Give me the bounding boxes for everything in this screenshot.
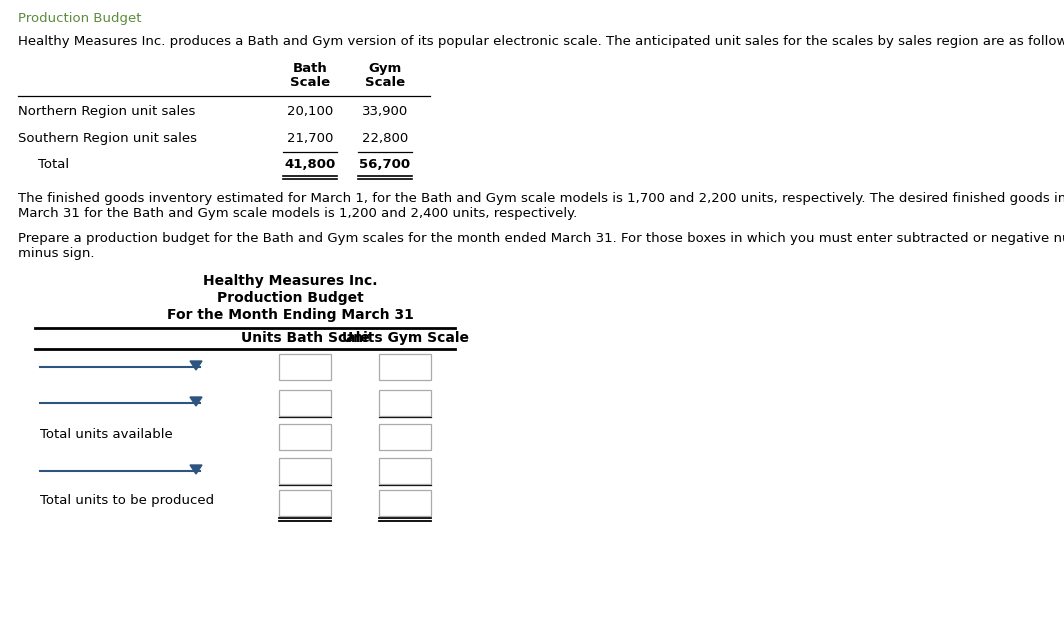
Text: Healthy Measures Inc. produces a Bath and Gym version of its popular electronic : Healthy Measures Inc. produces a Bath an…: [18, 35, 1064, 48]
FancyBboxPatch shape: [279, 390, 331, 416]
Text: minus sign.: minus sign.: [18, 247, 95, 260]
Text: Southern Region unit sales: Southern Region unit sales: [18, 132, 197, 145]
FancyBboxPatch shape: [379, 424, 431, 450]
FancyBboxPatch shape: [279, 424, 331, 450]
Text: Bath: Bath: [293, 62, 328, 75]
FancyBboxPatch shape: [279, 354, 331, 380]
Text: Total units available: Total units available: [40, 428, 172, 441]
Text: Gym: Gym: [368, 62, 401, 75]
Text: Units Bath Scale: Units Bath Scale: [240, 331, 369, 345]
Text: 21,700: 21,700: [287, 132, 333, 145]
Text: The finished goods inventory estimated for March 1, for the Bath and Gym scale m: The finished goods inventory estimated f…: [18, 192, 1064, 205]
Text: Total units to be produced: Total units to be produced: [40, 494, 214, 507]
Text: Northern Region unit sales: Northern Region unit sales: [18, 105, 196, 118]
Text: Total: Total: [38, 158, 69, 171]
Polygon shape: [190, 397, 202, 406]
Polygon shape: [190, 465, 202, 474]
Text: 56,700: 56,700: [360, 158, 411, 171]
Text: Scale: Scale: [365, 76, 405, 89]
Text: Prepare a production budget for the Bath and Gym scales for the month ended Marc: Prepare a production budget for the Bath…: [18, 232, 1064, 245]
FancyBboxPatch shape: [379, 490, 431, 516]
Text: Production Budget: Production Budget: [18, 12, 142, 25]
FancyBboxPatch shape: [379, 458, 431, 484]
Polygon shape: [190, 361, 202, 370]
Text: Production Budget: Production Budget: [217, 291, 364, 305]
Text: 41,800: 41,800: [284, 158, 335, 171]
Text: 20,100: 20,100: [287, 105, 333, 118]
Text: Healthy Measures Inc.: Healthy Measures Inc.: [203, 274, 378, 288]
Text: 22,800: 22,800: [362, 132, 409, 145]
FancyBboxPatch shape: [279, 458, 331, 484]
Text: March 31 for the Bath and Gym scale models is 1,200 and 2,400 units, respectivel: March 31 for the Bath and Gym scale mode…: [18, 207, 578, 220]
FancyBboxPatch shape: [379, 354, 431, 380]
FancyBboxPatch shape: [379, 390, 431, 416]
Text: For the Month Ending March 31: For the Month Ending March 31: [167, 308, 414, 322]
Text: Units Gym Scale: Units Gym Scale: [342, 331, 468, 345]
FancyBboxPatch shape: [279, 490, 331, 516]
Text: Scale: Scale: [289, 76, 330, 89]
Text: 33,900: 33,900: [362, 105, 409, 118]
